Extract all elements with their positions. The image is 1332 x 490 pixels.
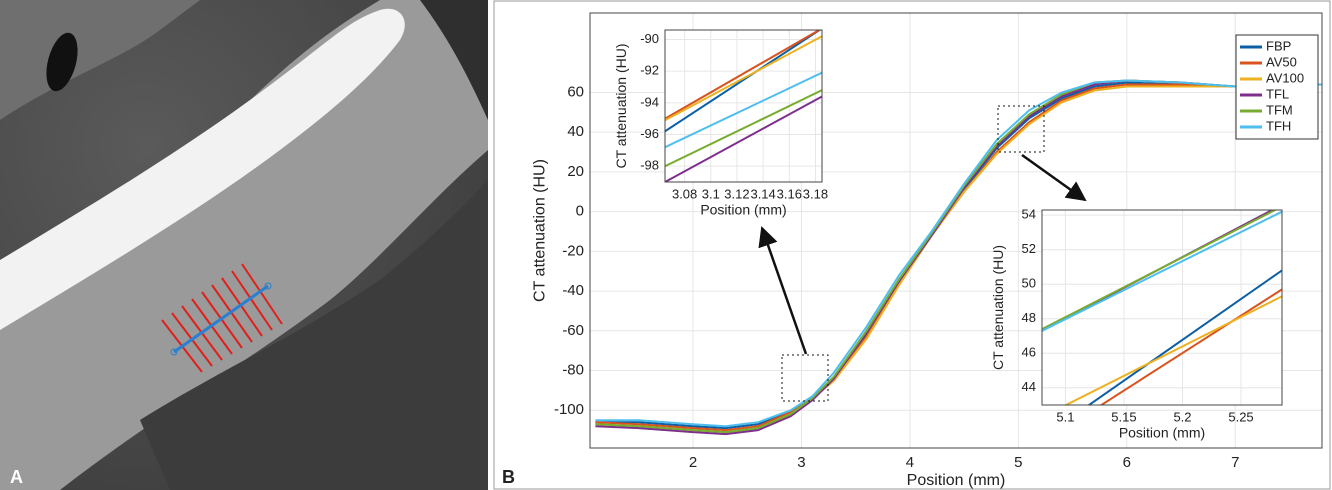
legend-label: TFM: [1266, 102, 1293, 117]
x-tick-label: 3.14: [750, 186, 775, 201]
axes-frame: [1041, 209, 1283, 406]
x-tick-label: 5.1: [1056, 409, 1074, 424]
y-tick-label: 48: [1022, 310, 1036, 325]
panel-label: B: [502, 467, 515, 487]
y-axis-label: CT attenuation (HU): [532, 159, 549, 302]
ct-image: [0, 0, 488, 490]
x-axis-label: Position (mm): [907, 472, 1006, 489]
x-tick-label: 3.12: [724, 186, 749, 201]
axes-frame: [664, 29, 823, 183]
y-tick-label: -94: [640, 94, 659, 109]
y-tick-label: -98: [640, 158, 659, 173]
legend-label: AV100: [1266, 70, 1304, 85]
y-tick-label: -96: [640, 126, 659, 141]
y-tick-label: 20: [567, 163, 584, 180]
y-tick-label: 40: [567, 123, 584, 140]
x-axis-label: Position (mm): [1119, 424, 1205, 440]
arrow: [1021, 153, 1087, 202]
y-tick-label: 50: [1022, 276, 1036, 291]
x-tick-label: 4: [906, 454, 914, 471]
series-line: [665, 95, 822, 182]
y-tick-label: 52: [1022, 241, 1036, 256]
y-tick-label: 44: [1022, 379, 1036, 394]
series-line: [665, 71, 822, 149]
y-tick-label: -100: [554, 401, 584, 418]
x-tick-label: 3.18: [803, 186, 828, 201]
panel-label: A: [10, 467, 23, 487]
y-tick-label: -40: [562, 282, 584, 299]
arrow: [758, 226, 808, 355]
x-tick-label: 7: [1231, 454, 1239, 471]
x-tick-label: 3.1: [702, 186, 720, 201]
legend-box: [1235, 34, 1319, 140]
inset-chart: -98 -96 -94 -92 -90 3.08 3.1 3.12 3.14 3.16 3.18 Po…: [613, 29, 828, 217]
plot-area: [1042, 210, 1282, 405]
y-tick-label: -92: [640, 63, 659, 78]
y-tick-label: 46: [1022, 345, 1036, 360]
series-line: [1063, 295, 1282, 405]
legend-label: TFL: [1266, 86, 1289, 101]
inset-chart: 44 46 48 50 52 54 5.1 5.15 5.2 5.25 Position (mm) C…: [990, 207, 1283, 440]
x-tick-label: 5.25: [1228, 409, 1253, 424]
x-tick-label: 5.15: [1111, 409, 1136, 424]
x-tick-label: 3.08: [672, 186, 697, 201]
zoom-box: [997, 105, 1045, 153]
y-tick-label: 54: [1022, 207, 1036, 222]
zoom-box: [781, 354, 829, 402]
y-tick-label: -60: [562, 322, 584, 339]
legend-label: AV50: [1266, 54, 1297, 69]
x-tick-label: 5.2: [1173, 409, 1191, 424]
series-line: [1087, 269, 1282, 405]
series-line: [1042, 210, 1278, 330]
x-axis-label: Position (mm): [700, 201, 786, 217]
y-axis-label: CT attenuation (HU): [990, 245, 1006, 370]
y-axis-label: CT attenuation (HU): [613, 43, 629, 168]
series-line: [665, 35, 822, 122]
series-line: [1042, 210, 1282, 332]
y-tick-label: -80: [562, 362, 584, 379]
legend-label: TFH: [1266, 118, 1291, 133]
y-tick-label: 60: [567, 83, 584, 100]
x-tick-label: 6: [1123, 454, 1131, 471]
series-line: [665, 30, 822, 120]
x-tick-label: 2: [689, 454, 697, 471]
x-tick-label: 3.16: [777, 186, 802, 201]
x-tick-label: 3: [797, 454, 805, 471]
axes-frame: [589, 12, 1323, 449]
x-tick-label: 5: [1014, 454, 1022, 471]
legend-label: FBP: [1266, 38, 1291, 53]
series-line: [1099, 288, 1282, 405]
y-tick-label: -90: [640, 31, 659, 46]
y-tick-label: 0: [576, 203, 584, 220]
series-line: [595, 79, 1322, 428]
y-tick-label: -20: [562, 242, 584, 259]
series-line: [665, 89, 822, 168]
series-line: [665, 30, 822, 133]
